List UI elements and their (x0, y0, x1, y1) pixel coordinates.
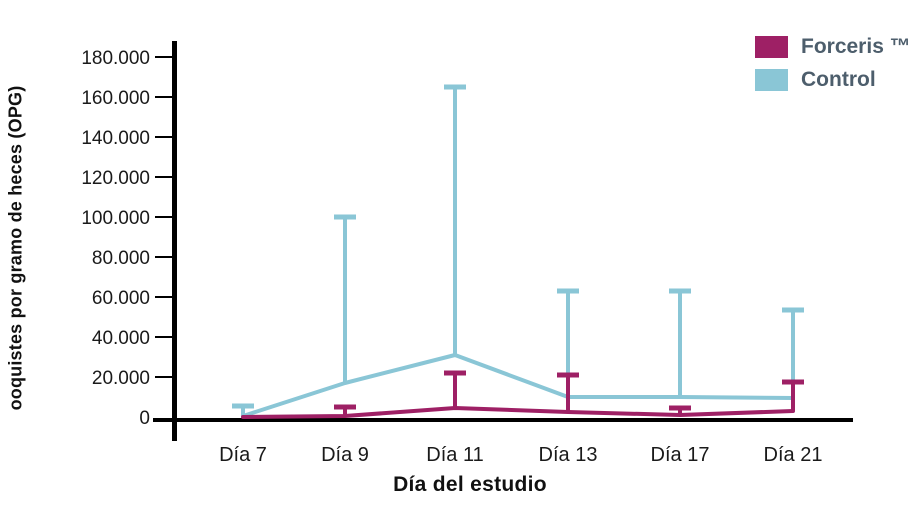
x-tick-label: Día 11 (426, 444, 483, 466)
y-tick-label: 180.000 (81, 48, 150, 69)
legend-item-control: Control (755, 68, 910, 92)
y-tick-label: 40.000 (92, 328, 150, 349)
x-tick-label: Día 21 (764, 444, 823, 466)
y-tick-label: 0 (139, 408, 150, 429)
control-swatch-icon (755, 69, 788, 91)
y-tick-label: 120.000 (81, 168, 150, 189)
x-axis-title: Día del estudio (393, 473, 547, 496)
legend-label-forceris: Forceris ™ (801, 35, 910, 58)
y-tick-label: 100.000 (81, 208, 150, 229)
forceris-swatch-icon (755, 36, 788, 58)
series-line (241, 353, 795, 418)
x-tick-label: Día 13 (539, 444, 598, 466)
legend-label-control: Control (801, 68, 876, 91)
x-tick-label: Día 17 (651, 444, 710, 466)
y-tick-label: 160.000 (81, 88, 150, 109)
y-tick-label: 80.000 (92, 248, 150, 269)
y-tick-label: 140.000 (81, 128, 150, 149)
x-tick-label: Día 7 (219, 444, 267, 466)
legend-item-forceris: Forceris ™ (755, 35, 910, 59)
series-line (241, 406, 795, 419)
y-tick-label: 60.000 (92, 288, 150, 309)
y-tick-label: 20.000 (92, 368, 150, 389)
x-tick-label: Día 9 (321, 444, 369, 466)
legend: Forceris ™ Control (755, 35, 910, 92)
